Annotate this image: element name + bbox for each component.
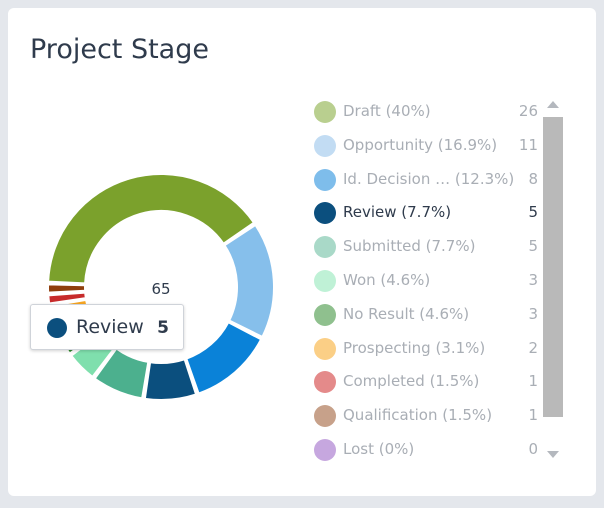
- donut-slice-review[interactable]: [143, 357, 198, 401]
- legend-swatch: [314, 168, 336, 191]
- legend-label: Qualification (1.5%): [343, 406, 493, 425]
- scroll-up-icon[interactable]: [547, 101, 559, 108]
- legend-value: 0: [528, 439, 538, 458]
- legend-label: Id. Decision … (12.3%): [343, 169, 515, 188]
- legend-item[interactable]: Prospecting (3.1%) 2: [312, 335, 538, 369]
- legend-swatch: [314, 405, 336, 428]
- legend-swatch: [314, 371, 336, 394]
- legend-scrollbar-thumb[interactable]: [543, 117, 563, 417]
- legend-label: Completed (1.5%): [343, 372, 480, 391]
- legend-item[interactable]: Review (7.7%) 5: [312, 199, 538, 233]
- chart-tooltip: Review 5: [30, 304, 184, 350]
- legend-value: 11: [518, 135, 538, 154]
- legend-label: Review (7.7%): [343, 203, 452, 222]
- legend-swatch: [314, 236, 336, 259]
- legend-label: Prospecting (3.1%): [343, 338, 486, 357]
- legend-swatch: [314, 337, 336, 360]
- legend-label: Submitted (7.7%): [343, 237, 476, 256]
- scroll-down-icon[interactable]: [547, 451, 559, 458]
- legend-item[interactable]: Submitted (7.7%) 5: [312, 233, 538, 267]
- legend-value: 3: [528, 270, 538, 289]
- legend-value: 5: [528, 203, 538, 222]
- legend-value: 1: [528, 406, 538, 425]
- donut-slice-qualification[interactable]: [47, 283, 87, 294]
- legend-item[interactable]: Lost (0%) 0: [312, 436, 538, 470]
- donut-slice-draft[interactable]: [47, 173, 256, 285]
- legend-label: Lost (0%): [343, 439, 415, 458]
- legend-label: No Result (4.6%): [343, 304, 470, 323]
- tooltip-series-dot: [47, 318, 67, 338]
- donut-slice-submitted[interactable]: [93, 347, 150, 400]
- legend-item[interactable]: Opportunity (16.9%) 11: [312, 132, 538, 166]
- donut-slice-completed[interactable]: [47, 291, 87, 305]
- legend-item[interactable]: Won (4.6%) 3: [312, 267, 538, 301]
- legend-value: 8: [528, 169, 538, 188]
- legend-swatch: [314, 101, 336, 123]
- legend-value: 2: [528, 338, 538, 357]
- legend-label: Opportunity (16.9%): [343, 135, 498, 154]
- donut-center-total: 65: [151, 280, 170, 298]
- chart-legend: Draft (40%) 26 Opportunity (16.9%) 11 Id. De…: [312, 98, 538, 470]
- tooltip-series-name: Review: [76, 316, 144, 338]
- legend-item[interactable]: No Result (4.6%) 3: [312, 301, 538, 335]
- legend-swatch: [314, 438, 336, 461]
- project-stage-card: Project Stage: [8, 8, 596, 496]
- legend-value: 3: [528, 304, 538, 323]
- donut-slice-opportunity[interactable]: [223, 223, 275, 339]
- donut-slice-id-decision[interactable]: [185, 320, 263, 395]
- legend-item[interactable]: Id. Decision … (12.3%) 8: [312, 166, 538, 200]
- legend-swatch: [314, 134, 336, 157]
- legend-label: Won (4.6%): [343, 270, 431, 289]
- legend-item[interactable]: Completed (1.5%) 1: [312, 368, 538, 402]
- legend-swatch: [314, 202, 336, 225]
- legend-item[interactable]: Draft (40%) 26: [312, 98, 538, 132]
- legend-value: 5: [528, 237, 538, 256]
- legend-swatch: [314, 303, 336, 326]
- legend-value: 26: [518, 102, 538, 120]
- legend-label: Draft (40%): [343, 102, 431, 120]
- card-title: Project Stage: [30, 34, 209, 65]
- legend-item[interactable]: Qualification (1.5%) 1: [312, 402, 538, 436]
- tooltip-series-value: 5: [157, 318, 169, 338]
- legend-swatch: [314, 269, 336, 292]
- legend-value: 1: [528, 372, 538, 391]
